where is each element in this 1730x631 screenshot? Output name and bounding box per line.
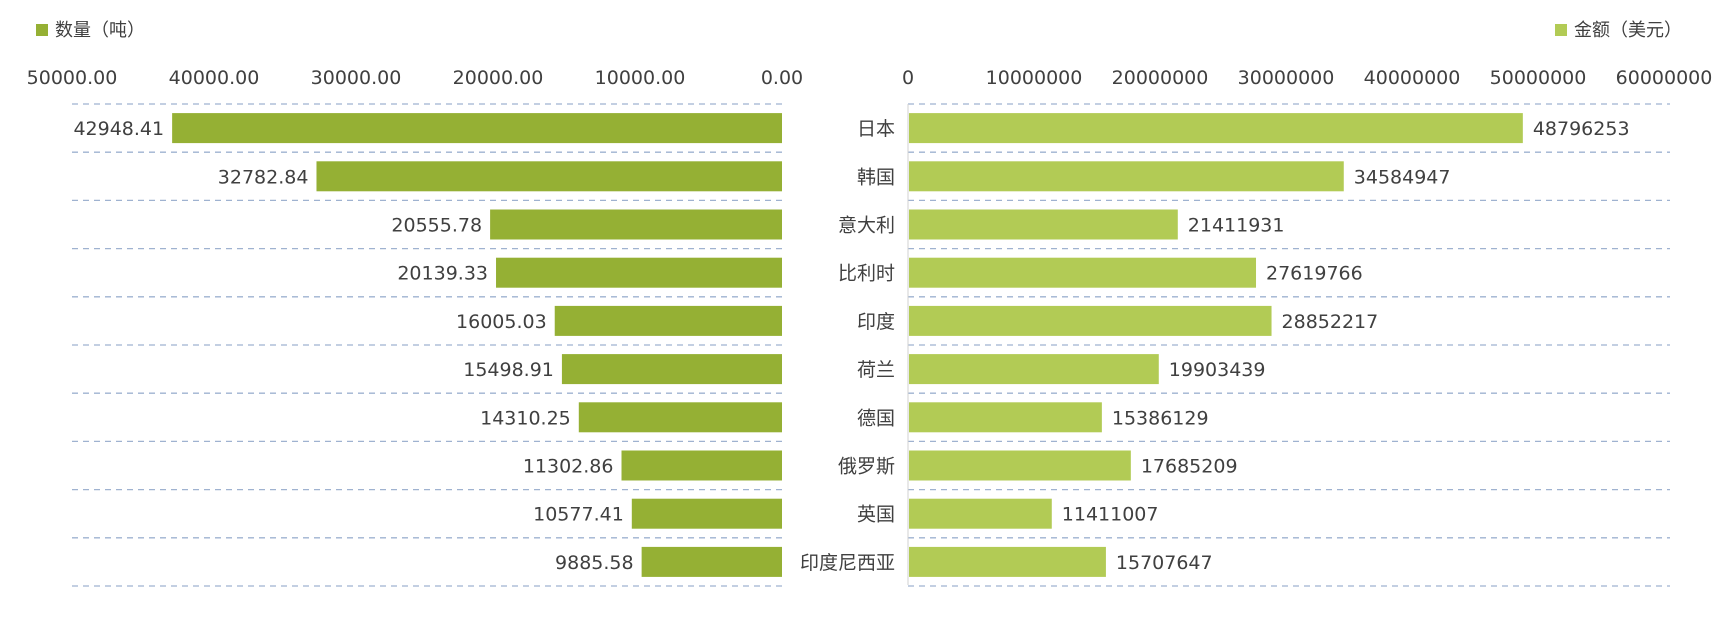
left-tick-label: 10000.00: [595, 67, 686, 89]
right-data-label: 27619766: [1266, 263, 1363, 285]
left-bar: [496, 257, 782, 288]
left-data-label: 20139.33: [397, 263, 488, 285]
right-bars: 48796253 34584947 21411931 27619766 28852217…: [909, 113, 1630, 577]
right-data-label: 11411007: [1062, 504, 1159, 526]
right-tick-label: 20000000: [1112, 67, 1209, 89]
left-data-label: 16005.03: [456, 311, 547, 333]
left-tick-label: 40000.00: [169, 67, 260, 89]
left-data-label: 15498.91: [463, 359, 554, 381]
left-data-label: 42948.41: [73, 118, 164, 140]
category-label: 荷兰: [857, 359, 895, 381]
left-tick-label: 30000.00: [311, 67, 402, 89]
right-bar: [909, 161, 1344, 192]
category-label: 印度: [857, 311, 895, 333]
category-label: 意大利: [838, 215, 895, 237]
right-data-label: 15386129: [1112, 407, 1209, 429]
right-tick-label: 10000000: [986, 67, 1083, 89]
category-label: 印度尼西亚: [800, 552, 895, 574]
left-data-label: 11302.86: [523, 456, 614, 478]
legend-label-amount: 金额（美元）: [1574, 20, 1682, 41]
right-gridlines: [908, 103, 1670, 587]
left-bar: [561, 354, 782, 385]
right-bar: [909, 209, 1178, 240]
left-data-label: 14310.25: [480, 407, 571, 429]
left-bar: [172, 113, 783, 144]
right-bar: [909, 450, 1131, 481]
left-bar: [621, 450, 782, 481]
category-label: 俄罗斯: [838, 456, 895, 478]
legend-swatch-quantity: [36, 24, 48, 36]
left-bars: 42948.41 32782.84 20555.78 20139.33 16005.03…: [73, 113, 783, 577]
legend-swatch-amount: [1555, 24, 1567, 36]
right-bar: [909, 305, 1272, 336]
right-data-label: 28852217: [1282, 311, 1379, 333]
left-bar: [554, 305, 782, 336]
left-bar: [641, 546, 782, 577]
left-data-label: 10577.41: [533, 504, 624, 526]
right-tick-label: 60000000: [1616, 67, 1713, 89]
right-bar: [909, 498, 1052, 529]
left-tick-label: 50000.00: [27, 67, 118, 89]
category-label: 韩国: [857, 166, 895, 188]
right-tick-label: 0: [902, 67, 914, 89]
right-bar: [909, 546, 1106, 577]
left-bar: [316, 161, 782, 192]
right-data-label: 17685209: [1141, 456, 1238, 478]
right-bar: [909, 113, 1523, 144]
right-data-label: 48796253: [1533, 118, 1630, 140]
right-data-label: 15707647: [1116, 552, 1213, 574]
right-tick-label: 30000000: [1238, 67, 1335, 89]
right-data-label: 34584947: [1354, 166, 1451, 188]
left-bar: [578, 402, 782, 433]
left-data-label: 9885.58: [555, 552, 634, 574]
right-bar: [909, 257, 1257, 288]
left-bar: [631, 498, 782, 529]
right-data-label: 19903439: [1169, 359, 1266, 381]
left-tick-label: 20000.00: [453, 67, 544, 89]
category-label: 英国: [857, 504, 895, 526]
right-bar: [909, 402, 1102, 433]
left-data-label: 20555.78: [391, 215, 482, 237]
right-tick-label: 50000000: [1490, 67, 1587, 89]
right-data-label: 21411931: [1188, 215, 1285, 237]
right-tick-label: 40000000: [1364, 67, 1461, 89]
left-tick-label: 0.00: [761, 67, 803, 89]
right-axis-ticks: 0 10000000 20000000 30000000 40000000 5000000…: [902, 67, 1712, 89]
right-bar: [909, 354, 1159, 385]
category-label: 比利时: [838, 263, 895, 285]
category-label: 德国: [857, 407, 895, 429]
left-gridlines: [72, 103, 782, 587]
left-bar: [490, 209, 782, 240]
category-label: 日本: [857, 118, 895, 140]
left-axis-ticks: 50000.00 40000.00 30000.00 20000.00 10000.00…: [27, 67, 803, 89]
left-data-label: 32782.84: [218, 166, 309, 188]
legend-label-quantity: 数量（吨）: [55, 20, 145, 41]
